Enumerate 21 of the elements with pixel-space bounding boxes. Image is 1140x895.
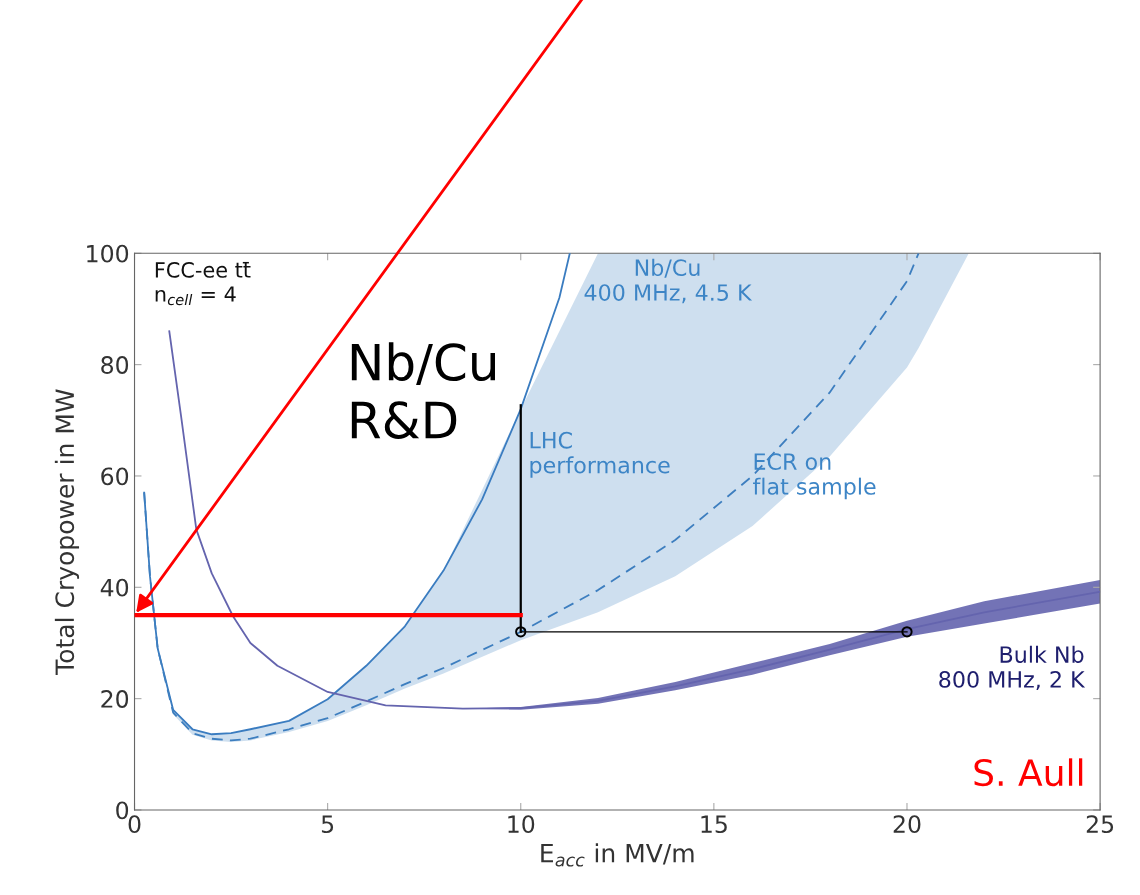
annotation: S. Aull	[974, 758, 1083, 787]
x-tick-label: 5	[321, 815, 334, 834]
x-tick-label: 0	[128, 815, 141, 834]
annotation: LHC performance	[530, 431, 670, 478]
x-tick-label: 25	[1086, 815, 1114, 834]
annotation: ECR on flat sample	[753, 453, 876, 500]
y-tick-label: 100	[87, 244, 129, 263]
annotation: Nb/Cu 400 MHz, 4.5 K	[584, 258, 753, 304]
y-tick-label: 0	[116, 801, 129, 820]
x-tick-label: 20	[893, 815, 921, 834]
x-axis-title: E$_{acc}$ in MV/m	[541, 843, 694, 867]
y-tick-label: 60	[101, 467, 129, 486]
y-axis-title: Total Cryopower in MW	[54, 389, 80, 675]
y-tick-label: 80	[101, 356, 129, 374]
annotation: FCC-ee tt̄ n$_{cell}$ = 4	[155, 261, 251, 306]
annotation: Bulk Nb 800 MHz, 2 K	[939, 645, 1086, 691]
x-tick-label: 10	[508, 815, 535, 834]
x-tick-label: 15	[701, 815, 727, 834]
y-tick-label: 40	[100, 578, 129, 597]
y-tick-label: 20	[101, 690, 129, 708]
annotation: Nb/Cu R&D	[351, 342, 495, 439]
